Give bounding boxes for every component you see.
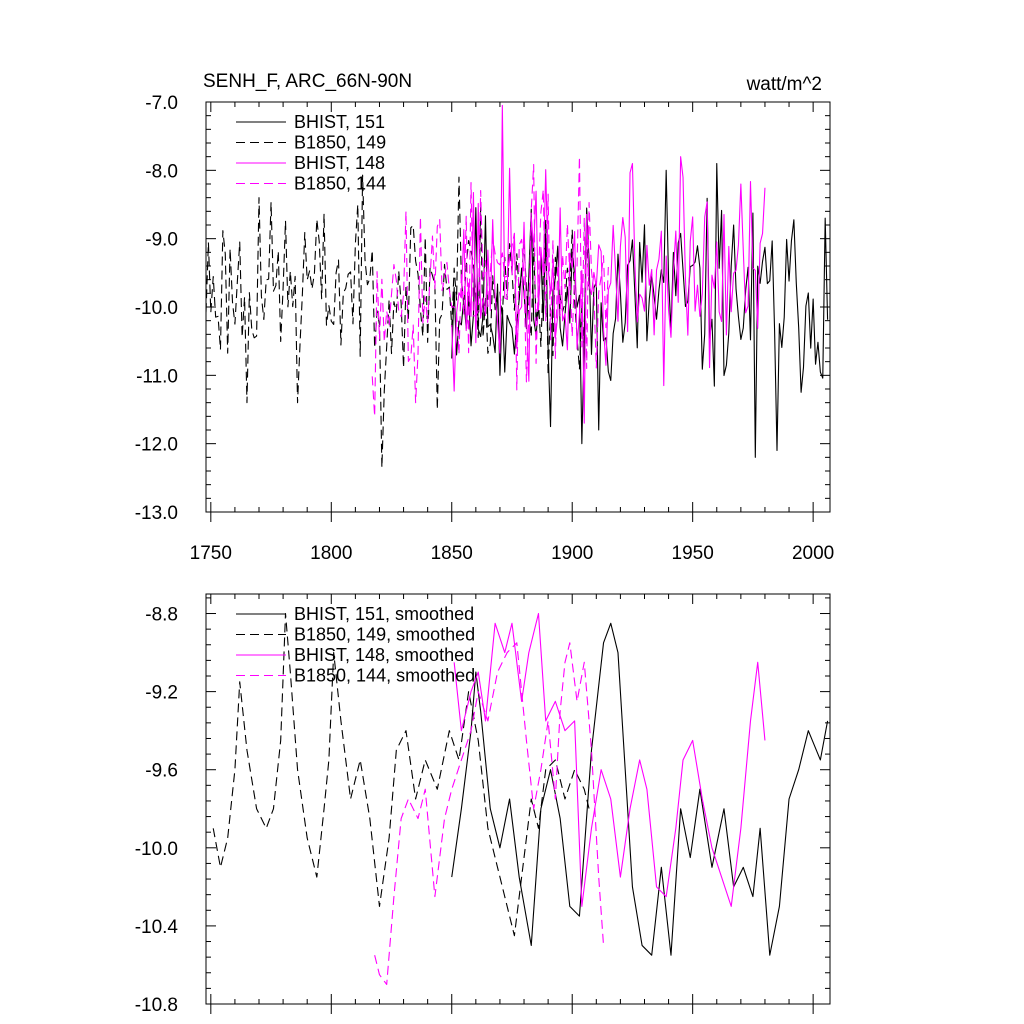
units-label: watt/m^2: [746, 74, 822, 95]
legend-label: BHIST, 148: [294, 153, 385, 173]
y-tick-label: -10.8: [135, 995, 178, 1016]
y-tick-label: -10.0: [135, 839, 178, 860]
legend-label: BHIST, 148, smoothed: [294, 645, 474, 665]
y-tick-label: -9.6: [145, 761, 178, 782]
y-tick-label: -9.2: [145, 683, 178, 704]
series-group: [212, 612, 829, 986]
series-line: [374, 642, 605, 986]
series-line: [453, 612, 766, 907]
series-line: [371, 156, 609, 417]
panel-2: -8.8 -9.2 -9.6 -10.0 -10.4 -10.8 BHIST, 151, s…: [135, 593, 831, 1016]
x-tick-label: 1750: [190, 543, 232, 564]
series-line: [451, 104, 766, 424]
y-tick-label: -12.0: [135, 435, 178, 456]
legend-label: B1850, 149, smoothed: [294, 625, 475, 645]
legend-label: B1850, 144: [294, 174, 386, 194]
y-tick-label: -11.0: [136, 366, 178, 387]
y-tick-label: -8.8: [145, 605, 178, 626]
series-line: [451, 162, 829, 458]
y-tick-label: -10.4: [135, 917, 179, 938]
panel-1: -7.0 -8.0 -9.0 -10.0 -11.0 -12.0 -13.0 1750 1800…: [135, 71, 835, 564]
legend-label: BHIST, 151: [294, 112, 385, 132]
series-line: [212, 612, 590, 937]
y-tick-label: -9.0: [145, 230, 178, 251]
y-tick-label: -13.0: [135, 503, 178, 524]
x-tick-label: 1900: [551, 543, 593, 564]
x-tick-label: 2000: [792, 543, 834, 564]
y-tick-label: -7.0: [145, 93, 178, 114]
series-group: [206, 104, 829, 469]
series-line: [451, 622, 829, 956]
legend-label: B1850, 144, smoothed: [294, 666, 475, 686]
x-tick-label: 1800: [310, 543, 352, 564]
x-tick-label: 1850: [431, 543, 473, 564]
x-tick-label: 1950: [672, 543, 714, 564]
y-tick-label: -10.0: [135, 298, 178, 319]
plot-title: SENH_F, ARC_66N-90N: [203, 71, 412, 92]
legend-label: BHIST, 151, smoothed: [294, 604, 474, 624]
plot-frame: [205, 593, 831, 1005]
legend-label: B1850, 149: [294, 133, 386, 153]
y-tick-label: -8.0: [145, 161, 178, 182]
